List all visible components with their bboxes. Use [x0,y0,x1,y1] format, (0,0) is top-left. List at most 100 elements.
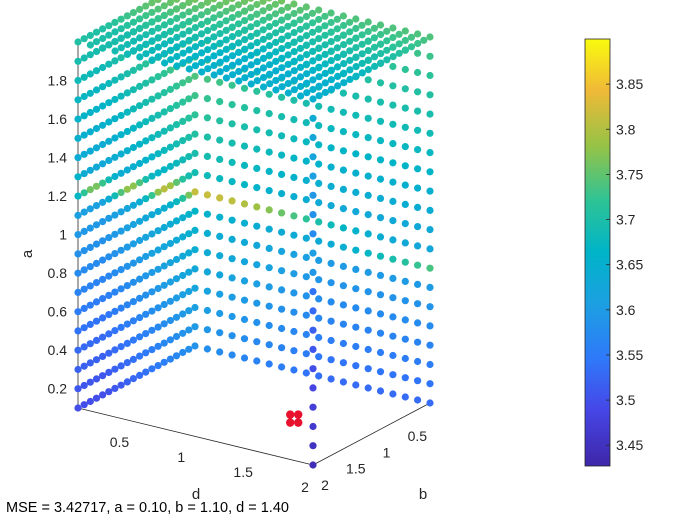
data-point [148,172,156,180]
data-point [241,74,249,82]
data-point [290,308,298,316]
data-point [117,304,125,312]
data-point [203,268,211,276]
data-point [414,396,422,404]
data-point [99,198,107,206]
data-point [334,72,342,80]
data-point [167,56,175,64]
data-point [136,294,144,302]
data-point [191,43,199,51]
data-point [253,184,261,192]
data-point [414,30,422,38]
data-point [142,349,150,357]
data-point [142,368,150,376]
data-point [99,140,107,149]
data-point [204,36,212,44]
data-point [303,79,311,87]
data-point [179,233,187,241]
data-point [426,245,434,253]
data-point [216,309,224,318]
data-point [172,236,181,244]
data-point [309,365,317,373]
data-point [383,56,391,64]
data-point [278,26,286,34]
data-point [191,5,199,13]
data-point [426,110,434,118]
data-point [117,44,125,52]
data-point [99,218,107,226]
data-point [148,95,156,103]
data-point [339,301,347,309]
data-point [74,231,82,239]
data-point [105,272,113,280]
data-point [166,259,174,267]
data-point [160,127,168,135]
data-point [352,169,360,177]
data-point [315,160,323,168]
data-point [148,153,156,161]
data-point [117,73,125,81]
data-point [352,24,360,33]
data-point [216,78,224,86]
data-point [222,0,230,6]
data-point [80,131,88,139]
data-point [426,264,434,272]
data-point [179,175,187,183]
b-tick-label: 1.5 [346,461,366,477]
data-point [123,282,131,290]
data-point [278,267,286,275]
data-point [228,81,236,89]
data-point [352,63,360,71]
data-point [86,224,94,232]
data-point [352,304,360,312]
data-point [389,82,397,90]
data-point [253,241,261,249]
data-point [86,282,94,290]
data-point [364,95,372,103]
data-point [401,143,409,151]
data-point [364,172,372,180]
data-point [185,55,193,64]
highlight-point [286,418,295,427]
data-point [401,393,409,401]
data-point [352,208,360,216]
data-point [327,163,335,171]
data-point [302,138,310,146]
data-point [210,14,218,22]
colorbar-tick-label: 3.5 [616,392,636,408]
colorbar-tick-label: 3.65 [616,257,643,273]
data-point [339,31,348,39]
data-point [191,130,199,138]
data-point [426,33,434,41]
data-point [74,115,82,123]
data-point [204,46,212,54]
data-point [414,68,422,77]
data-point [74,154,82,162]
data-point [111,250,119,258]
data-point [210,0,217,3]
data-point [160,358,168,366]
data-point [222,36,230,44]
data-point [290,0,298,8]
data-point [136,236,144,245]
data-point [173,52,181,61]
data-point [247,42,255,50]
data-point [364,288,372,296]
data-point [179,98,187,106]
data-point [172,82,181,90]
data-point [136,5,144,13]
data-point [309,85,317,94]
data-point [327,317,335,325]
data-point [166,85,174,93]
data-point [321,41,329,49]
data-point [80,208,88,216]
data-point [297,92,305,100]
data-point [142,310,150,318]
data-point [136,179,144,187]
data-point [389,255,397,263]
data-point [123,147,131,155]
data-point [160,21,168,29]
data-point [426,129,434,137]
data-point [234,10,242,18]
data-point [228,42,236,50]
